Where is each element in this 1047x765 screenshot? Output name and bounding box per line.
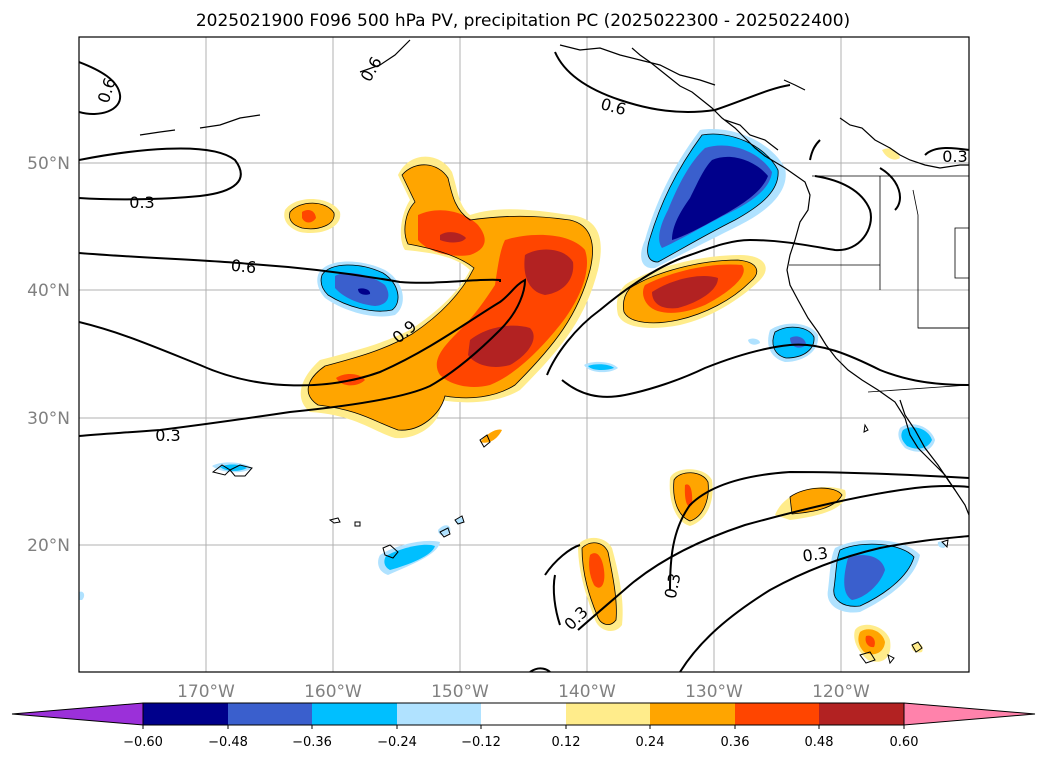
colorbar-tick-label: 0.12 [552, 735, 581, 750]
colorbar-tick-label: −0.60 [123, 735, 163, 750]
coastlines [139, 39, 969, 516]
colorbar-frame [142, 702, 905, 726]
colorbar-segment [566, 703, 650, 725]
precip-outlines [289, 133, 915, 625]
contour-label: 0.6 [230, 256, 257, 278]
precip-positive-east [616, 255, 766, 328]
colorbar-tick-label: −0.24 [377, 735, 417, 750]
colorbar-extend-max [903, 702, 1036, 726]
precip-negative [79, 129, 946, 613]
colorbar-tick-label: 0.48 [805, 735, 834, 750]
precip-positive-main [300, 156, 601, 439]
colorbar-segment [397, 703, 481, 725]
colorbar-tick-label: 0.60 [890, 735, 919, 750]
contour-label: 0.3 [801, 543, 829, 565]
lat-label: 30°N [27, 409, 70, 429]
colorbar-tick-label: 0.24 [636, 735, 665, 750]
lat-label: 50°N [27, 154, 70, 174]
colorbar-segment [228, 703, 312, 725]
lon-label: 130°W [685, 682, 743, 702]
contour-label: 0.3 [155, 426, 180, 445]
colorbar-tick-label: −0.36 [292, 735, 332, 750]
islands [211, 423, 949, 665]
lon-label: 120°W [812, 682, 870, 702]
precip-positive-west [284, 198, 341, 234]
colorbar-tick-label: 0.36 [721, 735, 750, 750]
colorbar: −0.60 −0.48 −0.36 −0.24 −0.12 0.12 0.24 … [11, 702, 1036, 750]
lat-label: 40°N [27, 281, 70, 301]
latitude-labels: 50°N 40°N 30°N 20°N [27, 154, 70, 556]
contour-label: 0.3 [942, 147, 967, 166]
colorbar-segment [481, 703, 566, 725]
colorbar-segment [650, 703, 735, 725]
colorbar-tick-label: −0.12 [461, 735, 501, 750]
colorbar-tick-label: −0.48 [208, 735, 248, 750]
longitude-labels: 170°W 160°W 150°W 140°W 130°W 120°W [177, 682, 870, 702]
colorbar-segment [819, 703, 904, 725]
contour-label: 0.3 [129, 193, 154, 212]
lon-label: 140°W [558, 682, 616, 702]
colorbar-segment [312, 703, 397, 725]
colorbar-extend-min [11, 702, 144, 726]
lat-label: 20°N [27, 536, 70, 556]
lon-label: 160°W [304, 682, 362, 702]
pv-contours [79, 51, 969, 672]
map-area: 0.6 0.6 0.3 0.6 0.9 0.3 0.3 0.3 0.3 0.3 … [79, 37, 969, 672]
colorbar-segment [735, 703, 819, 725]
lon-label: 150°W [431, 682, 489, 702]
lon-label: 170°W [177, 682, 235, 702]
colorbar-segment [143, 703, 228, 725]
map-frame [78, 36, 970, 673]
contour-label: 0.3 [661, 571, 685, 600]
map-title: 2025021900 F096 500 hPa PV, precipitatio… [196, 11, 850, 31]
